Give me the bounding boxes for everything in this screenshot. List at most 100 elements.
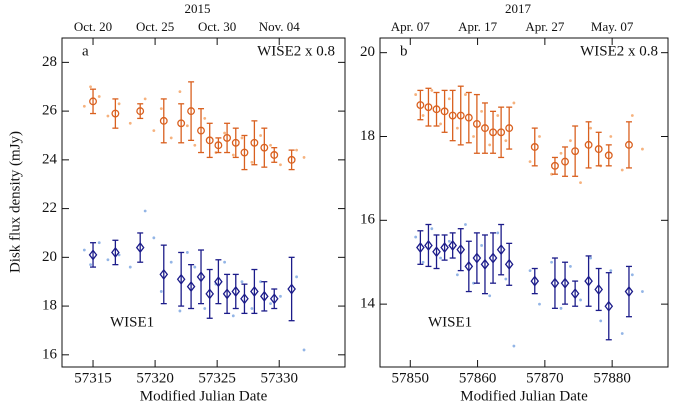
binned-point — [196, 271, 206, 283]
data-point — [421, 260, 425, 264]
data-point — [430, 227, 434, 231]
x-axis-title: Modified Julian Date — [460, 388, 588, 404]
data-point — [538, 302, 541, 306]
binned-point — [570, 288, 580, 300]
binned-point — [550, 277, 560, 289]
data-point — [152, 129, 156, 133]
binned-point — [530, 143, 539, 151]
binned-point — [624, 286, 634, 298]
binned-point — [497, 128, 506, 137]
top-tick-label: Oct. 25 — [136, 19, 174, 34]
binned-point — [287, 283, 296, 295]
binned-point — [269, 293, 279, 305]
binned-point — [250, 138, 259, 147]
data-point — [128, 265, 132, 269]
binned-point — [551, 161, 559, 170]
data-point — [630, 273, 634, 277]
x-tick-label: 57325 — [198, 370, 236, 386]
data-point — [117, 102, 121, 106]
x-tick-label: 57850 — [392, 370, 430, 386]
data-point — [193, 265, 197, 269]
binned-point — [159, 116, 168, 125]
binned-point — [481, 124, 489, 133]
binned-point — [205, 136, 214, 145]
top-tick-label: Apr. 27 — [525, 19, 565, 34]
binned-point — [530, 275, 540, 287]
binned-point — [416, 101, 425, 110]
binned-point — [584, 140, 593, 149]
data-point — [250, 307, 254, 310]
binned-point — [287, 155, 296, 164]
data-point — [178, 309, 182, 313]
binned-point — [625, 140, 633, 149]
binned-point — [231, 138, 240, 147]
data-point — [480, 244, 484, 247]
series-label: WISE2 x 0.8 — [580, 43, 658, 59]
data-point — [488, 294, 492, 298]
data-point — [106, 258, 110, 262]
data-point — [269, 143, 272, 147]
data-point — [223, 260, 227, 264]
binned-point — [197, 126, 205, 135]
data-point — [89, 263, 92, 267]
data-point — [240, 136, 244, 140]
y-tick-label: 28 — [42, 54, 57, 70]
data-point — [89, 85, 92, 89]
binned-point — [504, 258, 514, 270]
data-point — [414, 93, 418, 96]
top-tick-label: Oct. 20 — [74, 19, 112, 34]
data-point — [472, 281, 475, 285]
data-point — [302, 156, 306, 159]
binned-point — [448, 111, 457, 120]
binned-point — [472, 119, 481, 128]
data-point — [82, 248, 86, 252]
data-point — [559, 306, 563, 310]
data-point — [97, 241, 101, 245]
data-point — [159, 107, 163, 111]
series-label: WISE2 x 0.8 — [257, 43, 335, 59]
binned-point — [496, 244, 506, 256]
binned-point — [594, 145, 603, 154]
data-point — [430, 88, 434, 92]
data-point — [97, 95, 101, 98]
top-axis-title: 2015 — [185, 1, 211, 16]
binned-point — [214, 141, 223, 150]
data-point — [250, 160, 254, 164]
data-point — [421, 114, 425, 117]
data-point — [269, 302, 272, 306]
data-point — [609, 135, 613, 138]
data-point — [193, 143, 197, 147]
data-point — [579, 181, 582, 184]
binned-point — [560, 277, 570, 289]
data-point — [178, 90, 182, 94]
binned-point — [259, 290, 269, 302]
binned-point — [456, 244, 466, 256]
y-tick-label: 16 — [360, 212, 376, 228]
binned-point — [416, 241, 425, 254]
binned-point — [186, 281, 196, 293]
binned-point — [88, 249, 98, 261]
data-point — [414, 235, 418, 239]
data-point — [117, 253, 121, 257]
y-tick-label: 24 — [42, 151, 58, 167]
data-point — [504, 139, 508, 143]
data-point — [185, 124, 189, 128]
data-point — [259, 280, 262, 284]
binned-point — [604, 151, 613, 160]
data-point — [455, 126, 459, 130]
binned-point — [111, 109, 120, 118]
y-tick-label: 26 — [42, 103, 58, 119]
binned-point — [480, 258, 490, 270]
y-axis-title: Disk flux density (mJy) — [7, 131, 23, 273]
data-point — [240, 280, 244, 284]
y-tick-label: 18 — [42, 298, 57, 314]
data-point — [641, 147, 644, 151]
data-point — [464, 93, 467, 96]
data-point — [528, 269, 532, 273]
top-tick-label: Apr. 07 — [391, 19, 431, 34]
data-point — [641, 290, 644, 293]
top-tick-label: Nov. 04 — [259, 19, 301, 34]
data-point — [512, 101, 516, 105]
data-point — [439, 256, 442, 260]
data-point — [152, 236, 156, 240]
